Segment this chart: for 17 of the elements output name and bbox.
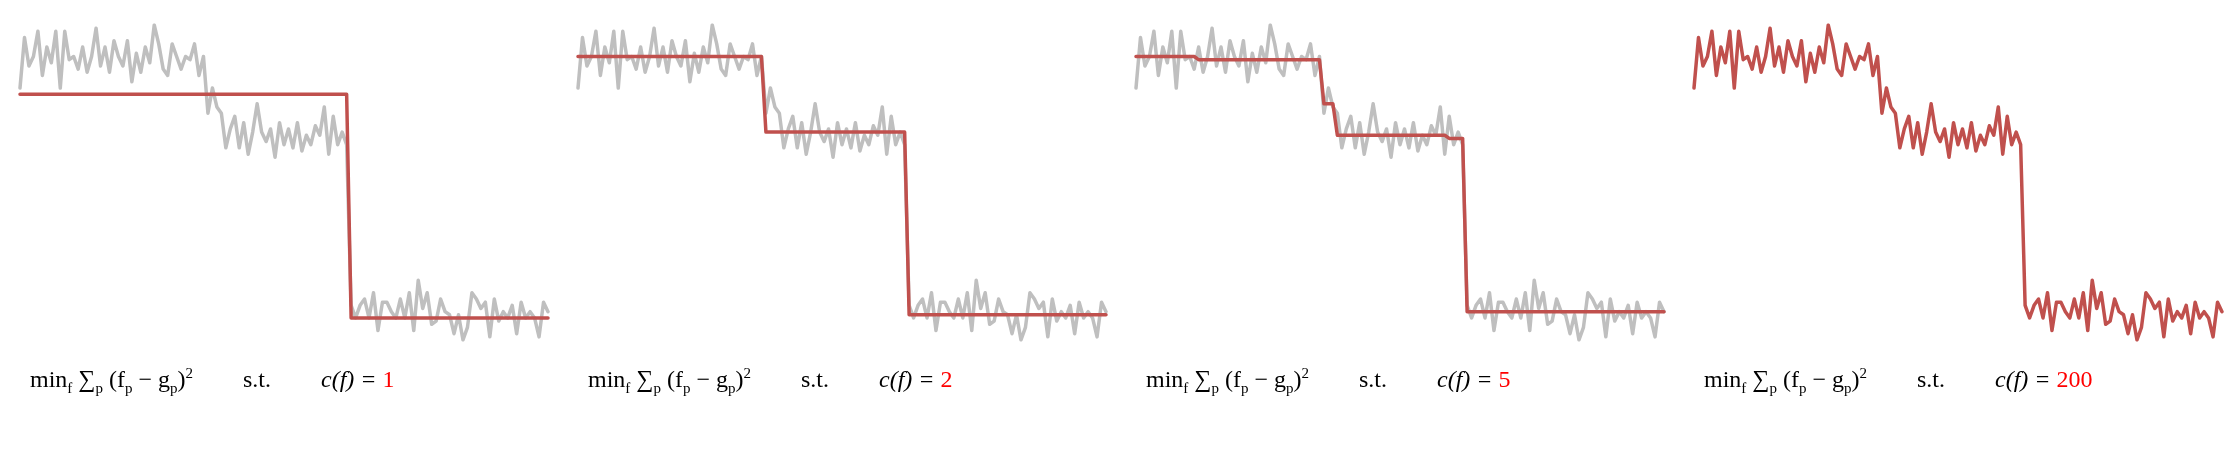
text: c(f) = [1995,366,2051,393]
text: min$_{f}$ ∑$_{p}$ (f$_{p}$ − g$_{p}$)$^{2}$ [1146,365,1309,396]
text: 200 [2056,366,2093,392]
text: 2 [940,366,953,392]
text: 2 [743,365,751,381]
text: 1 [382,366,395,392]
text: min$_{f}$ ∑$_{p}$ (f$_{p}$ − g$_{p}$)$^{2}$ [1704,365,1867,396]
text: c(f) = [879,366,935,393]
text: min$_{f}$ ∑$_{p}$ (f$_{p}$ − g$_{p}$)$^{2}$ [30,365,193,396]
text: c(f) = [321,366,377,393]
text: s.t. [800,366,829,393]
text: s.t. [242,366,271,393]
text: c(f) = [1437,366,1493,393]
text: 5 [1498,366,1511,392]
text: min$_{f}$ ∑$_{p}$ (f$_{p}$ − g$_{p}$) [588,366,744,396]
text: s.t. [1358,366,1387,393]
text: s.t. [1916,366,1945,393]
